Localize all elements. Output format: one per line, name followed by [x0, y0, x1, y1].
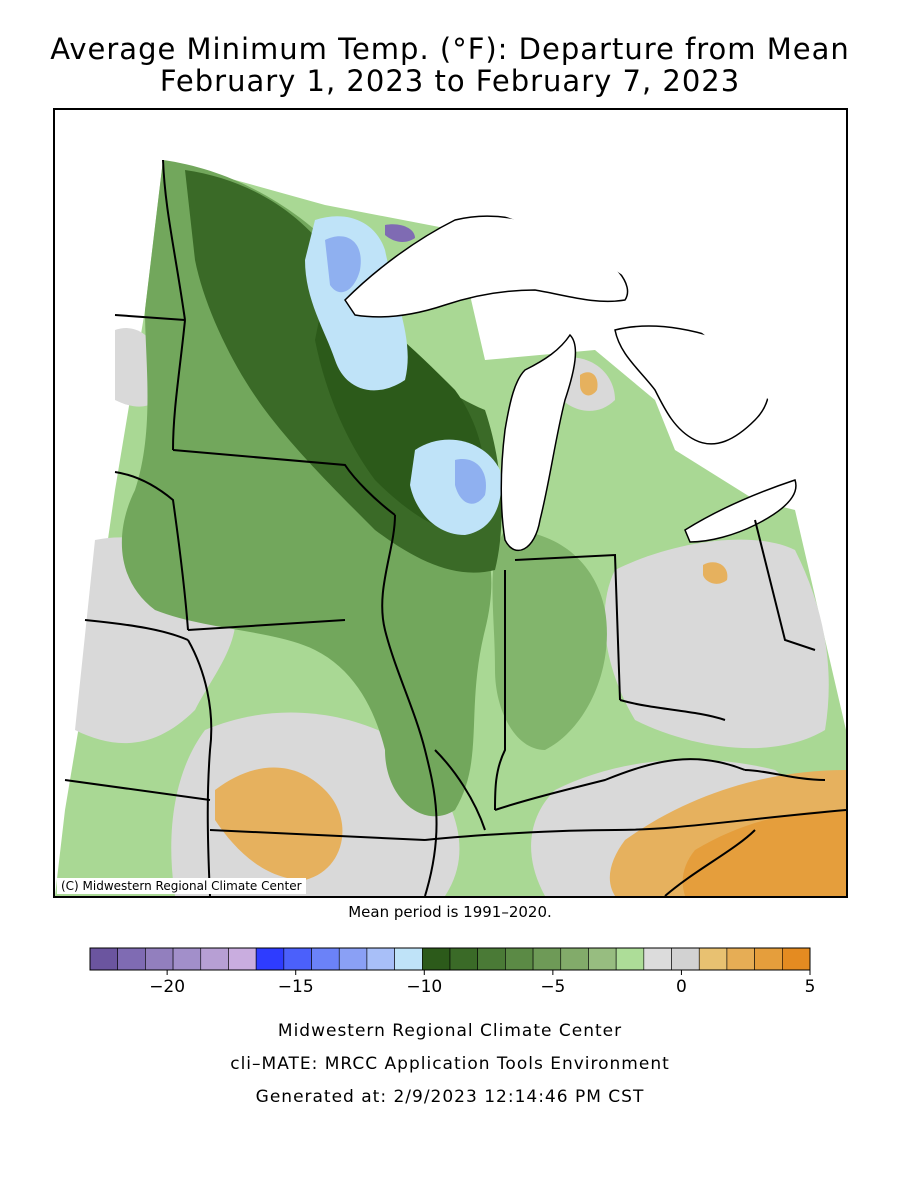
legend-tick-label: 5: [805, 977, 816, 997]
map-canvas: [55, 110, 846, 896]
warm-anomaly-spot-michigan: [580, 372, 598, 396]
cold-anomaly-region-east: [410, 439, 502, 535]
legend-swatch: [643, 947, 672, 971]
legend-swatch: [311, 947, 340, 971]
legend-tick-label: 0: [676, 977, 687, 997]
legend-frame: [89, 947, 811, 971]
warm-anomaly-core-southeast: [682, 810, 846, 896]
lake-erie: [684, 479, 797, 543]
legend-swatch: [671, 947, 700, 971]
legend-tick-label: −15: [278, 977, 314, 997]
legend-swatch: [145, 947, 174, 971]
legend-swatch: [422, 947, 451, 971]
legend-swatch: [89, 947, 118, 971]
state-boundaries: [64, 159, 846, 896]
legend-swatch: [726, 947, 755, 971]
legend-swatch: [228, 947, 257, 971]
map-date-range: February 1, 2023 to February 7, 2023: [159, 64, 741, 98]
legend-swatch: [505, 947, 534, 971]
legend-swatch: [615, 947, 645, 971]
legend-swatch: [560, 947, 589, 971]
legend-swatch: [255, 947, 285, 971]
canada-area: [215, 110, 846, 480]
footer-application: cli–MATE: MRCC Application Tools Environ…: [230, 1054, 670, 1074]
cold-anomaly-core-east: [455, 459, 486, 504]
legend-swatch: [172, 947, 202, 971]
moderate-departure-region-indiana: [492, 530, 607, 750]
legend-swatch: [477, 947, 506, 971]
copyright-label: (C) Midwestern Regional Climate Center: [57, 878, 306, 894]
footer-generated-timestamp: Generated at: 2/9/2023 12:14:46 PM CST: [255, 1087, 645, 1107]
lake-michigan: [500, 333, 577, 552]
mean-period-note: Mean period is 1991–2020.: [348, 903, 552, 921]
warm-anomaly-region-south: [215, 767, 343, 880]
legend-scale: −20 −15 −10 −5 0 5: [89, 947, 816, 997]
color-legend: −20 −15 −10 −5 0 5: [89, 947, 819, 997]
legend-tick-label: −5: [540, 977, 565, 997]
moderate-departure-region: [121, 160, 492, 817]
cold-anomaly-core-north: [325, 236, 361, 293]
legend-tick-label: −10: [406, 977, 442, 997]
legend-swatch: [754, 947, 783, 971]
legend-swatch: [117, 947, 146, 971]
legend-tick-label: −20: [149, 977, 185, 997]
temperature-departure-map: (C) Midwestern Regional Climate Center: [53, 108, 848, 898]
legend-swatch: [449, 947, 478, 971]
legend-swatch: [394, 947, 423, 971]
legend-swatch: [283, 947, 312, 971]
legend-swatch: [698, 947, 728, 971]
extreme-cold-anomaly: [385, 224, 415, 242]
footer-organization: Midwestern Regional Climate Center: [277, 1021, 623, 1041]
warm-anomaly-spot-ohio: [703, 562, 728, 584]
legend-swatch: [782, 947, 811, 971]
map-title: Average Minimum Temp. (°F): Departure fr…: [50, 32, 850, 66]
legend-swatch: [588, 947, 617, 971]
legend-swatch: [532, 947, 562, 971]
legend-swatch: [200, 947, 229, 971]
legend-swatch: [366, 947, 395, 971]
legend-swatch: [338, 947, 368, 971]
lake-superior: [344, 215, 629, 318]
